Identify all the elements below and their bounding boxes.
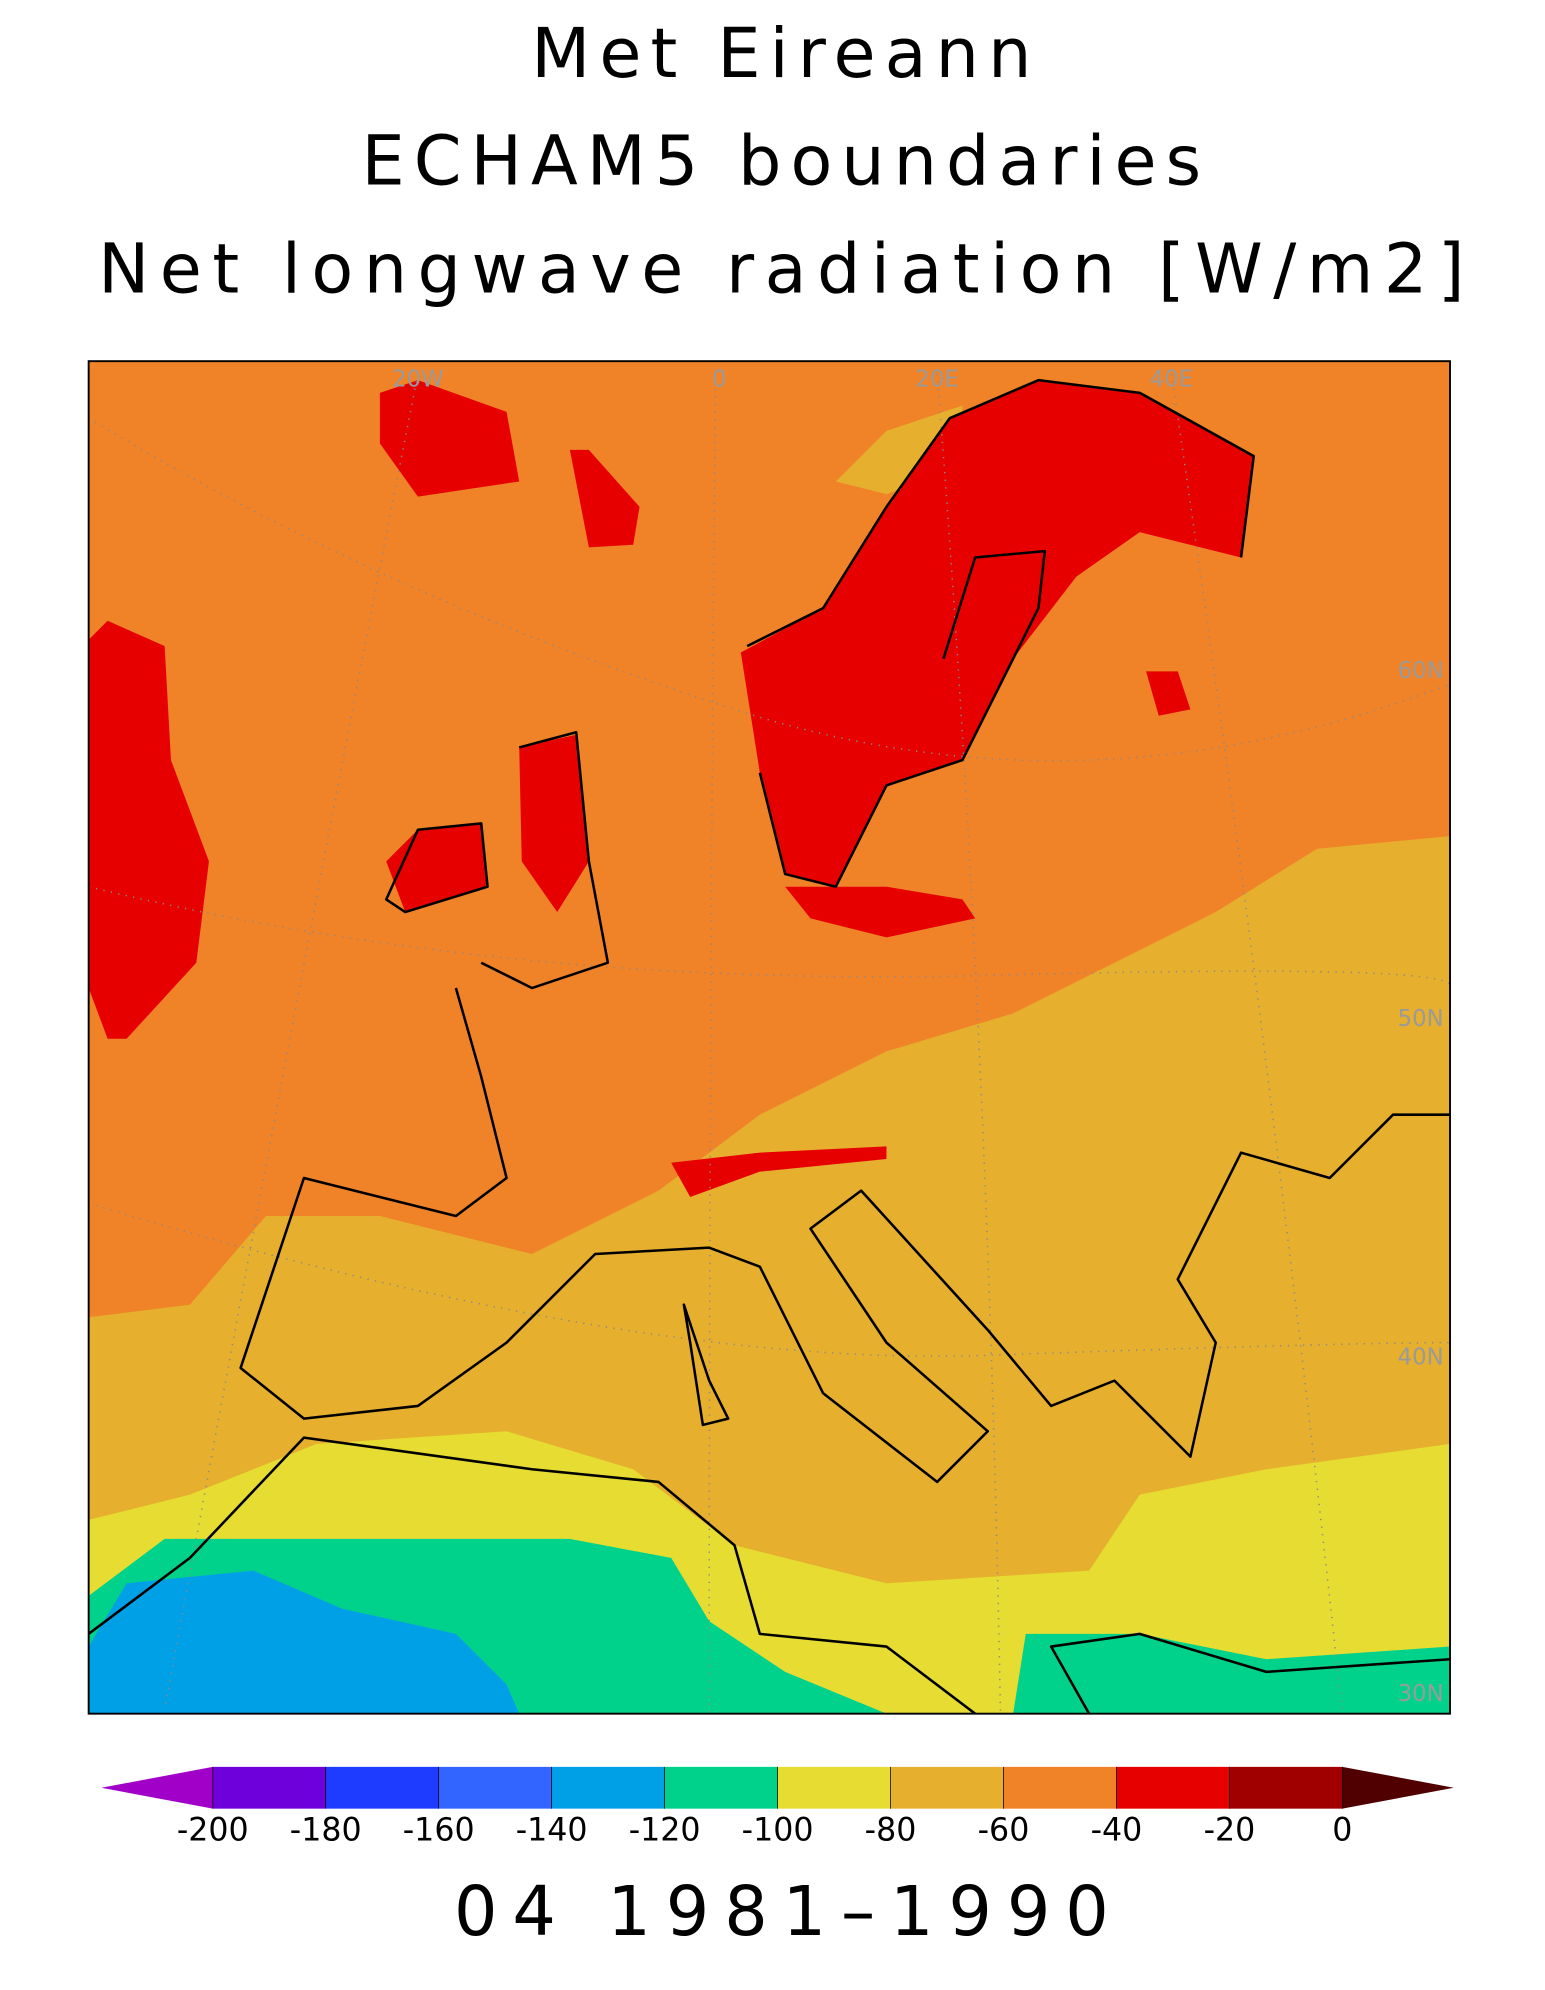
coastline	[88, 378, 1451, 1714]
title-line: Met Eireann	[531, 15, 1031, 94]
grid-label: 0	[712, 367, 727, 393]
colorbar-swatch	[1003, 1766, 1117, 1809]
field-region	[379, 380, 520, 497]
period-label: 04 1981–1990	[454, 1873, 1109, 1952]
grid-label: 20E	[915, 367, 958, 393]
map-frame	[87, 360, 1451, 1715]
map: 20W 0 20E 40E 60N 50N 40N 30N	[87, 360, 1451, 1715]
colorbar-tick-label: -20	[1204, 1812, 1256, 1848]
colorbar-tick-label: -40	[1091, 1812, 1143, 1848]
colorbar-swatch	[664, 1766, 778, 1809]
colorbar-swatch	[1116, 1766, 1230, 1809]
colorbar-swatch	[551, 1766, 665, 1809]
field-region	[88, 620, 209, 1039]
field-region	[943, 551, 1045, 716]
grid-label: 40N	[1398, 1344, 1444, 1370]
field-region	[88, 1570, 520, 1714]
colorbar-tick-label: -200	[177, 1812, 249, 1848]
colorbar-swatch	[212, 1766, 326, 1809]
colorbar-extend	[1342, 1766, 1454, 1809]
colorbar: -200 -180 -160 -140 -120 -100 -80 -60 -40 -20 0	[101, 1766, 1454, 1848]
colorbar-swatch	[325, 1766, 439, 1809]
field-region	[519, 734, 589, 913]
field-region	[785, 886, 976, 938]
colorbar-swatch	[1229, 1766, 1343, 1809]
grid-line	[88, 373, 1451, 1714]
colorbar-tick-label: -160	[403, 1812, 475, 1848]
title-line: ECHAM5 boundaries	[362, 123, 1202, 202]
field-region	[1146, 671, 1191, 716]
colorbar-tick-label: 0	[1332, 1812, 1352, 1848]
title-line: Net longwave radiation [W/m2]	[98, 230, 1464, 309]
colorbar-tick-label: -120	[629, 1812, 701, 1848]
colorbar-tick-label: -60	[978, 1812, 1030, 1848]
colorbar-tick-label: -100	[742, 1812, 814, 1848]
field-region	[569, 449, 640, 548]
colorbar-tick-label: -80	[865, 1812, 917, 1848]
grid-label: 20W	[392, 367, 444, 393]
colorbar-swatch	[890, 1766, 1004, 1809]
colorbar-swatch	[777, 1766, 891, 1809]
grid-label: 30N	[1398, 1681, 1444, 1707]
grid-label: 40E	[1150, 367, 1193, 393]
colorbar-extend	[101, 1766, 213, 1809]
colorbar-tick-label: -140	[516, 1812, 588, 1848]
colorbar-swatch	[438, 1766, 552, 1809]
grid-label: 50N	[1398, 1006, 1444, 1032]
field-region	[671, 1146, 887, 1197]
colorbar-tick-label: -180	[290, 1812, 362, 1848]
grid-label: 60N	[1398, 658, 1444, 684]
